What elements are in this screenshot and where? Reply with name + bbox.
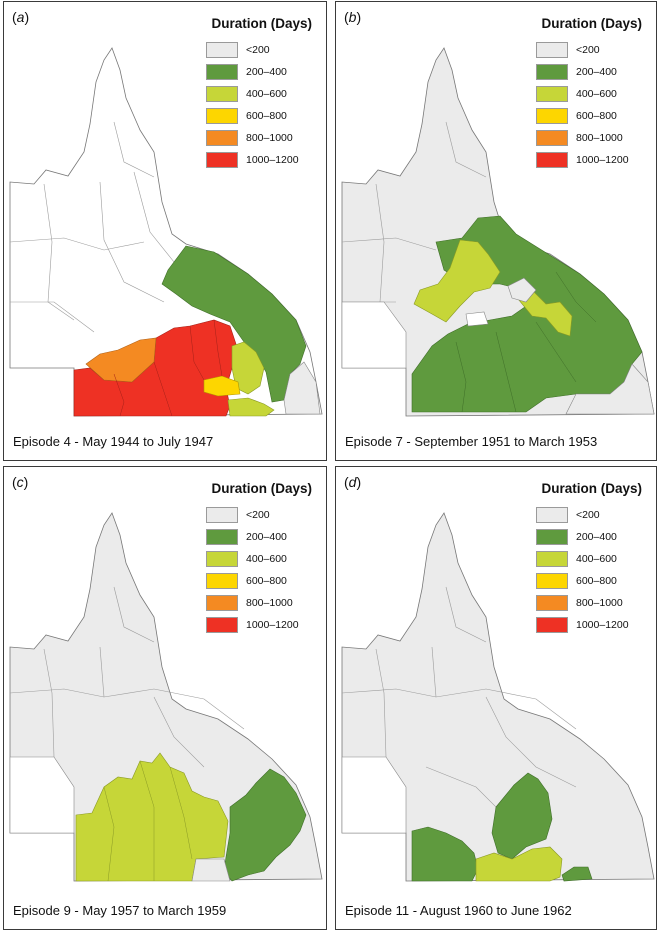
legend-item: 400–600: [206, 548, 312, 570]
panel-caption: Episode 9 - May 1957 to March 1959: [13, 903, 227, 918]
region-white: [9, 756, 75, 834]
panel-caption: Episode 4 - May 1944 to July 1947: [13, 434, 214, 449]
panel-d: (d) Duration (Days) <200 200–400 400–600…: [335, 466, 657, 930]
region-white: [341, 756, 407, 834]
region-lt200: [507, 277, 537, 303]
legend: Duration (Days) <200 200–400 400–600 600…: [536, 481, 642, 636]
legend-item: 200–400: [536, 526, 642, 548]
legend-item: 200–400: [536, 61, 642, 83]
legend-item: 400–600: [536, 548, 642, 570]
region-200-400: [491, 772, 553, 860]
region-200-400: [561, 866, 593, 882]
region-400-600: [413, 239, 573, 337]
legend: Duration (Days) <200 200–400 400–600 600…: [536, 16, 642, 171]
panel-a: (a) Duration (Days) <200 200–400 400–600…: [3, 1, 327, 461]
panel-label: (d): [344, 474, 362, 490]
legend-item: 1000–1200: [206, 614, 312, 636]
map-c: [9, 512, 323, 882]
legend-item: <200: [536, 39, 642, 61]
legend-item: 200–400: [206, 526, 312, 548]
legend-item: 600–800: [206, 570, 312, 592]
region-lt200: [283, 361, 321, 415]
legend-item: 1000–1200: [536, 149, 642, 171]
legend-item: 1000–1200: [536, 614, 642, 636]
panel-label: (b): [344, 9, 362, 25]
legend-item: 800–1000: [206, 127, 312, 149]
panel-caption: Episode 11 - August 1960 to June 1962: [345, 903, 572, 918]
legend-title: Duration (Days): [211, 16, 312, 31]
panel-caption: Episode 7 - September 1951 to March 1953: [345, 434, 598, 449]
region-400-600: [475, 846, 563, 882]
legend-item: <200: [206, 39, 312, 61]
region-800-1000: [85, 337, 157, 383]
legend-item: 800–1000: [206, 592, 312, 614]
legend-item: <200: [536, 504, 642, 526]
legend-item: <200: [206, 504, 312, 526]
map-a: [9, 47, 323, 417]
legend-item: 200–400: [206, 61, 312, 83]
legend-item: 800–1000: [536, 127, 642, 149]
panel-b: (b) Duration (Days) <200 200–400 400–600…: [335, 1, 657, 461]
legend-item: 400–600: [206, 83, 312, 105]
legend-title: Duration (Days): [541, 481, 642, 496]
region-lt200: [191, 858, 231, 882]
region-lt200: [565, 363, 655, 415]
legend-item: 800–1000: [536, 592, 642, 614]
map-d: [341, 512, 655, 882]
legend-title: Duration (Days): [211, 481, 312, 496]
state-outline: [9, 512, 323, 882]
region-white: [341, 301, 407, 369]
legend-item: 600–800: [536, 105, 642, 127]
map-b: [341, 47, 655, 417]
region-lt200: [465, 311, 489, 327]
legend-title: Duration (Days): [541, 16, 642, 31]
region-200-400: [161, 245, 307, 403]
legend-item: 1000–1200: [206, 149, 312, 171]
legend-item: 600–800: [206, 105, 312, 127]
region-400-600: [227, 341, 275, 417]
shire-boundaries: [9, 121, 175, 333]
panel-c: (c) Duration (Days) <200 200–400 400–600…: [3, 466, 327, 930]
region-200-400: [411, 826, 479, 882]
panel-label: (c): [12, 474, 29, 490]
panel-label: (a): [12, 9, 30, 25]
legend: Duration (Days) <200 200–400 400–600 600…: [206, 16, 312, 171]
state-outline: [341, 512, 655, 882]
legend-item: 400–600: [536, 83, 642, 105]
legend-item: 600–800: [536, 570, 642, 592]
legend: Duration (Days) <200 200–400 400–600 600…: [206, 481, 312, 636]
